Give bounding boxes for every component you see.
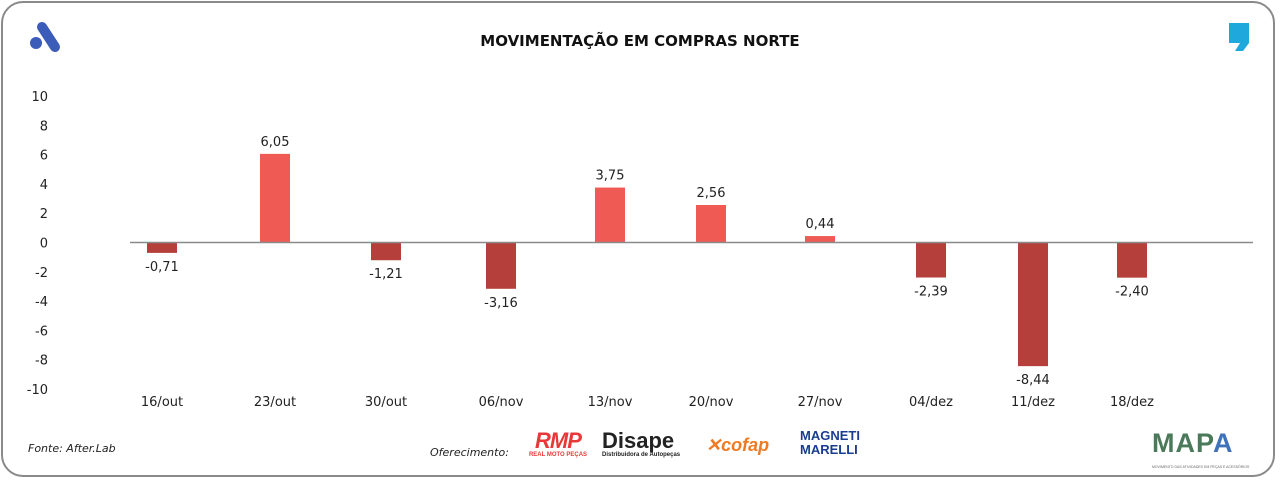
x-tick-label: 16/out xyxy=(141,395,183,410)
bar xyxy=(595,187,625,243)
x-tick-label: 27/nov xyxy=(798,395,843,410)
y-tick-label: -10 xyxy=(27,383,48,398)
y-tick-label: -2 xyxy=(35,266,48,281)
source-note: Fonte: After.Lab xyxy=(28,442,116,455)
bar xyxy=(260,153,290,243)
mapa-tagline: MOVIMENTO DAS ATIVIDADES EM PEÇAS E ACES… xyxy=(1152,465,1250,469)
x-tick-label: 13/nov xyxy=(588,395,633,410)
x-tick-label: 11/dez xyxy=(1011,395,1055,410)
y-tick-label: 4 xyxy=(40,178,48,193)
data-label: -3,16 xyxy=(484,296,518,311)
cofap-logo: ✕cofap xyxy=(706,435,770,455)
y-tick-label: 10 xyxy=(31,90,48,105)
data-label: 0,44 xyxy=(806,217,835,232)
bar xyxy=(371,242,401,261)
x-tick-label: 06/nov xyxy=(479,395,524,410)
sponsors-label: Oferecimento: xyxy=(430,446,509,459)
data-label: 2,56 xyxy=(697,186,726,201)
x-tick-label: 04/dez xyxy=(909,395,953,410)
data-label: -8,44 xyxy=(1016,373,1050,388)
data-label: 3,75 xyxy=(596,169,625,184)
chart-title: MOVIMENTAÇÃO EM COMPRAS NORTE xyxy=(480,32,800,50)
disape-logo: Disape Distribuidora de Autopeças xyxy=(602,428,681,458)
x-tick-label: 23/out xyxy=(254,395,296,410)
brand-a-logo-icon xyxy=(30,22,60,52)
x-tick-label: 20/nov xyxy=(689,395,734,410)
bar xyxy=(1018,242,1048,367)
y-tick-label: -4 xyxy=(35,295,48,310)
y-tick-label: -6 xyxy=(35,324,48,339)
y-tick-label: 8 xyxy=(40,119,48,134)
mapa-logo: MAPA xyxy=(1152,428,1234,458)
data-label: -2,40 xyxy=(1115,285,1149,300)
x-tick-label: 30/out xyxy=(365,395,407,410)
rmp-logo: RMP REAL MOTO PEÇAS xyxy=(528,428,588,458)
y-tick-label: -8 xyxy=(35,354,48,369)
bar xyxy=(805,236,835,243)
quote-logo-icon xyxy=(1229,23,1249,51)
data-label: -1,21 xyxy=(369,267,403,282)
magneti-marelli-logo: MAGNETI MARELLI xyxy=(800,428,860,457)
bar xyxy=(1117,242,1147,278)
bar xyxy=(147,242,177,253)
x-tick-label: 18/dez xyxy=(1110,395,1154,410)
bar xyxy=(486,242,516,289)
y-tick-label: 2 xyxy=(40,207,48,222)
data-label: -0,71 xyxy=(145,260,179,275)
data-label: 6,05 xyxy=(261,135,290,150)
y-tick-label: 6 xyxy=(40,149,48,164)
bar xyxy=(916,242,946,278)
y-tick-label: 0 xyxy=(40,237,48,252)
bar xyxy=(696,204,726,243)
data-label: -2,39 xyxy=(914,285,948,300)
